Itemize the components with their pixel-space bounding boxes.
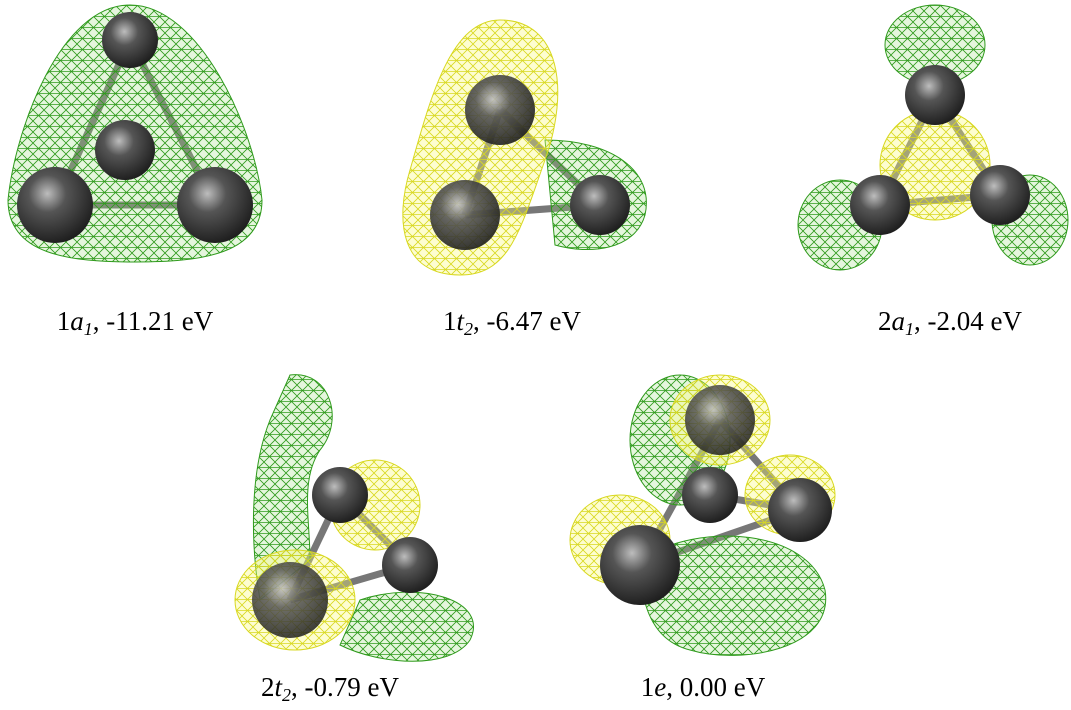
label-symbol: e <box>654 672 666 702</box>
label-prefix: 1 <box>641 672 655 702</box>
orbital-1e <box>570 375 835 655</box>
label-subscript: 1 <box>905 319 914 339</box>
label-energy: , -6.47 eV <box>473 306 581 336</box>
orbital-1a1 <box>8 5 262 262</box>
label-subscript: 2 <box>282 685 291 705</box>
orbital-label: 2t2, -0.79 eV <box>261 672 399 706</box>
label-subscript: 1 <box>84 319 93 339</box>
orbital-illustrations <box>0 0 1071 710</box>
label-energy: , -0.79 eV <box>291 672 399 702</box>
orbital-label: 1t2, -6.47 eV <box>443 306 581 340</box>
orbital-label: 2a1, -2.04 eV <box>878 306 1022 340</box>
orbital-label: 1a1, -11.21 eV <box>57 306 213 340</box>
label-symbol: t <box>457 306 465 336</box>
orbital-2t2 <box>235 375 473 662</box>
figure: 1a1, -11.21 eV 1t2, -6.47 eV 2a1, -2.04 … <box>0 0 1071 710</box>
label-prefix: 2 <box>261 672 275 702</box>
label-symbol: a <box>70 306 84 336</box>
label-subscript: 2 <box>464 319 473 339</box>
orbital-2a1 <box>798 5 1068 270</box>
label-prefix: 2 <box>878 306 892 336</box>
label-prefix: 1 <box>57 306 71 336</box>
orbital-1t2 <box>403 20 647 275</box>
label-energy: , -2.04 eV <box>914 306 1022 336</box>
orbital-label: 1e, 0.00 eV <box>641 672 765 703</box>
label-symbol: a <box>892 306 906 336</box>
label-prefix: 1 <box>443 306 457 336</box>
label-symbol: t <box>275 672 283 702</box>
label-energy: , 0.00 eV <box>666 672 765 702</box>
label-energy: , -11.21 eV <box>93 306 213 336</box>
